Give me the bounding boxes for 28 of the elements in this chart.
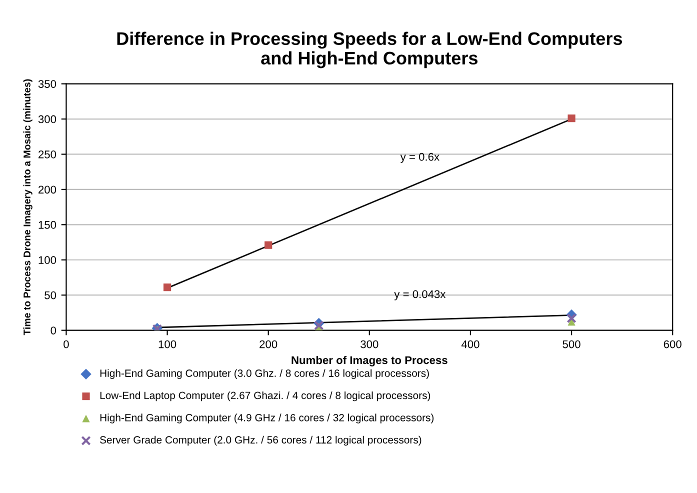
chart-title: Difference in Processing Speeds for a Low-End Computers and High-End Computers [117, 32, 622, 68]
y-tick-label: 300 [38, 115, 56, 124]
x-tick-label: 200 [260, 340, 278, 348]
x-tick-label: 300 [360, 340, 378, 348]
point [568, 114, 576, 122]
y-tick-label: 100 [38, 256, 56, 264]
x-tick-label: 0 [64, 340, 69, 348]
x-tick-label: 100 [158, 340, 176, 348]
y-axis-title: Time to Process Drone Imagery into a Mosaic (minutes) [23, 79, 32, 336]
y-tick-label: 350 [38, 80, 56, 88]
legend-label: Server Grade Computer (2.0 GHz. / 56 cores / 112 logical processors) [100, 436, 422, 446]
y-tick-label: 200 [38, 186, 56, 194]
y-tick-label: 0 [50, 326, 56, 334]
annotation: y = 0.6x [400, 152, 440, 163]
point [163, 284, 172, 292]
y-tick-label: 150 [38, 220, 56, 229]
annotation: y = 0.043x [394, 290, 446, 300]
legend-label: High-End Gaming Computer (3.0 Ghz. / 8 cores / 16 logical processors) [100, 369, 429, 379]
legend-label: High-End Gaming Computer (4.9 GHz / 16 cores / 32 logical processors) [100, 414, 434, 424]
point [566, 313, 576, 324]
point [264, 241, 272, 249]
y-tick-label: 50 [44, 291, 56, 300]
x-tick-label: 400 [461, 340, 480, 348]
y-tick-label: 250 [38, 150, 56, 158]
x-tick-label: 600 [664, 340, 682, 348]
legend-label: Low-End Laptop Computer (2.67 Ghazi. / 4 cores / 8 logical processors) [100, 391, 430, 402]
x-axis-title: Number of Images to Process [292, 356, 448, 366]
x-tick-label: 500 [562, 340, 580, 348]
